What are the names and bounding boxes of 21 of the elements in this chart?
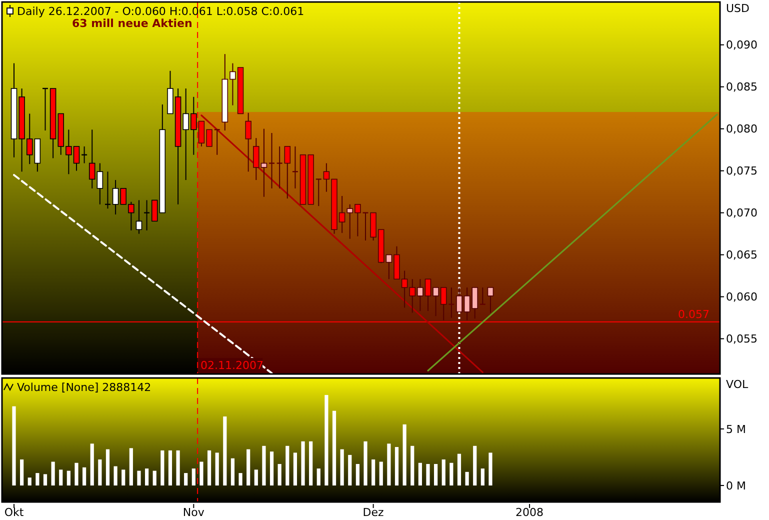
chart-title: Volume [None] 2888142: [17, 381, 152, 394]
y-tick-label: 0,070: [726, 206, 758, 220]
x-tick-label: Nov: [182, 506, 205, 519]
y-axis-title: USD: [726, 2, 750, 15]
annotation: 63 mill neue Aktien: [72, 17, 192, 30]
annotation: 02.11.2007: [200, 359, 264, 372]
y-tick-label: 0,060: [726, 290, 758, 304]
chart-title: Daily 26.12.2007 - O:0.060 H:0.061 L:0.058 C:0.061: [17, 5, 304, 18]
y-tick-label: 0,090: [726, 38, 758, 52]
y-tick-label: 0,055: [726, 332, 758, 346]
ref-line-label: 0.057: [678, 308, 710, 321]
x-tick-label: Dez: [362, 506, 384, 519]
y-axis-title: VOL: [726, 378, 749, 391]
y-tick-label: 0,080: [726, 122, 758, 136]
y-tick-label: 0,065: [726, 248, 758, 262]
y-tick-label: 5 M: [726, 422, 746, 436]
y-tick-label: 0 M: [726, 479, 746, 492]
y-tick-label: 0,085: [726, 80, 758, 94]
x-tick-label: Okt: [4, 506, 24, 519]
y-tick-label: 0,075: [726, 164, 758, 178]
x-tick-label: 2008: [516, 506, 544, 519]
